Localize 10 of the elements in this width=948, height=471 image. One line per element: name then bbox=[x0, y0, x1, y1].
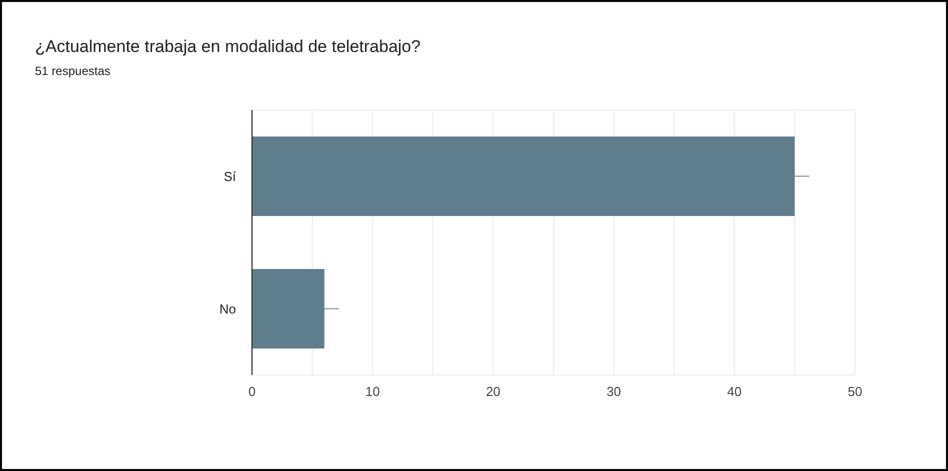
y-tick-label: No bbox=[219, 301, 236, 316]
x-tick-label: 50 bbox=[848, 384, 862, 399]
x-tick-label: 40 bbox=[727, 384, 742, 399]
x-tick-label: 30 bbox=[606, 384, 622, 399]
x-tick-label: 0 bbox=[248, 384, 256, 399]
y-tick-label: Sí bbox=[224, 168, 236, 184]
text: 51 respuestas bbox=[35, 64, 110, 78]
x-tick-label: 10 bbox=[365, 384, 380, 399]
x-tick-label: 20 bbox=[486, 384, 500, 399]
chart-title: ¿Actualmente trabaja en modalidad de teletrabajo? bbox=[35, 37, 421, 56]
